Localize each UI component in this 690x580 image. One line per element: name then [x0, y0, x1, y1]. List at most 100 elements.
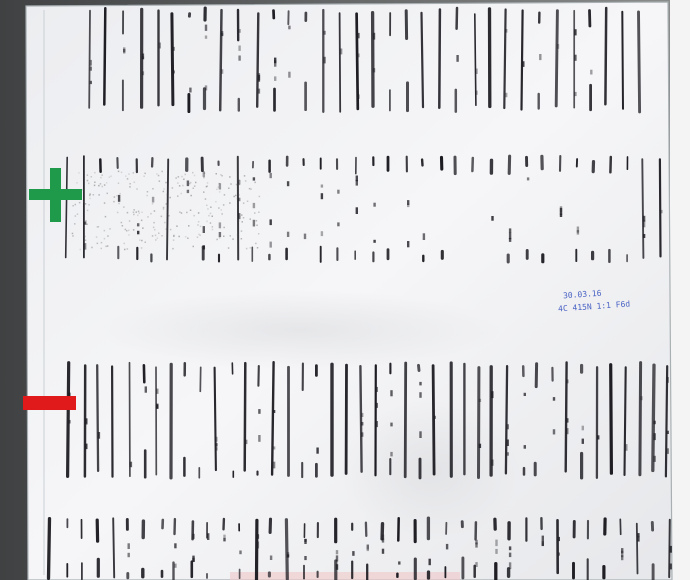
- band-dot: [552, 429, 556, 435]
- smear-speck: [128, 234, 130, 236]
- smear-speck: [257, 233, 260, 235]
- smear-speck: [209, 212, 212, 215]
- band-dot: [220, 69, 224, 74]
- smear-speck: [153, 210, 156, 212]
- band-dot: [574, 91, 577, 97]
- band-dot: [495, 548, 498, 554]
- band-dot: [83, 221, 87, 225]
- smear-speck: [151, 235, 154, 237]
- band-dot: [398, 561, 401, 565]
- reflection-glare-2: [100, 290, 500, 370]
- smear-speck: [186, 211, 188, 214]
- plus-marker: [29, 168, 82, 222]
- smear-speck: [173, 235, 175, 237]
- band-dot: [508, 237, 512, 242]
- band-streak: [623, 366, 627, 477]
- smear-speck: [210, 206, 212, 208]
- smear-speck: [192, 245, 194, 248]
- smear-speck: [228, 187, 230, 189]
- band-dot: [127, 543, 130, 549]
- band-dot: [552, 429, 556, 435]
- band-dot: [637, 533, 640, 538]
- band-dot: [323, 30, 326, 35]
- minus-marker: [23, 396, 76, 410]
- band-dot: [522, 61, 525, 67]
- smear-speck: [103, 229, 106, 232]
- smear-speck: [118, 202, 120, 205]
- band-dot: [576, 230, 580, 235]
- smear-speck: [110, 175, 112, 177]
- smear-speck: [178, 235, 180, 238]
- smear-speck: [137, 210, 140, 213]
- smear-speck: [105, 182, 108, 184]
- smear-speck: [86, 209, 89, 212]
- band-dot: [141, 53, 145, 60]
- band-dot: [355, 175, 358, 182]
- band-dot: [653, 433, 656, 441]
- band-streak: [564, 361, 568, 473]
- band-dot: [272, 461, 276, 469]
- smear-speck: [171, 187, 174, 189]
- smear-speck: [204, 198, 207, 200]
- band-dot: [557, 536, 560, 542]
- band-dot: [559, 207, 563, 215]
- band-dot: [381, 548, 385, 554]
- band-dot: [428, 558, 431, 566]
- smear-speck: [207, 208, 209, 210]
- band-dot: [491, 459, 494, 466]
- band-dot: [381, 538, 385, 543]
- smear-speck: [118, 197, 120, 200]
- band-dot: [590, 69, 593, 75]
- band-dot: [642, 234, 646, 238]
- smear-speck: [108, 176, 111, 178]
- smear-speck: [229, 202, 231, 204]
- band-dot: [419, 381, 422, 386]
- band-dot: [381, 534, 385, 540]
- band-streak: [88, 9, 91, 109]
- smear-speck: [129, 183, 131, 185]
- band-streak: [604, 6, 608, 106]
- smear-speck: [206, 220, 208, 223]
- band-dot: [137, 223, 140, 227]
- band-dot: [223, 534, 226, 539]
- band-dot: [320, 231, 324, 237]
- smear-speck: [120, 221, 123, 224]
- smear-speck: [132, 229, 135, 231]
- smear-speck: [72, 205, 74, 207]
- band-dot: [433, 415, 436, 419]
- smear-speck: [106, 245, 109, 247]
- smear-speck: [86, 174, 89, 176]
- smear-speck: [120, 171, 123, 174]
- band-dot: [257, 75, 261, 82]
- band-dot: [68, 392, 71, 400]
- smear-speck: [184, 173, 186, 176]
- band-dot: [660, 209, 663, 214]
- smear-speck: [104, 215, 107, 218]
- band-dot: [539, 54, 542, 61]
- band-streak: [213, 366, 217, 472]
- band-dot: [361, 422, 364, 426]
- smear-speck: [142, 227, 144, 229]
- band-dot: [357, 94, 360, 99]
- smear-speck: [126, 178, 129, 180]
- smear-speck: [157, 174, 160, 177]
- band-dot: [445, 543, 449, 550]
- band-streak: [420, 11, 425, 109]
- smear-speck: [141, 211, 143, 213]
- smear-speck: [88, 204, 90, 206]
- band-dot: [366, 544, 369, 552]
- smear-speck: [100, 176, 102, 179]
- reflection-glare: [340, 400, 520, 540]
- smear-speck: [161, 170, 163, 173]
- band-streak: [284, 518, 289, 580]
- smear-speck: [193, 185, 196, 187]
- band-dot: [339, 48, 343, 55]
- smear-speck: [94, 171, 96, 174]
- smear-speck: [135, 211, 137, 213]
- smear-speck: [183, 178, 185, 180]
- band-dot: [269, 172, 272, 179]
- band-dot: [156, 388, 159, 394]
- smear-speck: [203, 172, 206, 174]
- smear-speck: [165, 203, 168, 205]
- smear-speck: [125, 175, 127, 177]
